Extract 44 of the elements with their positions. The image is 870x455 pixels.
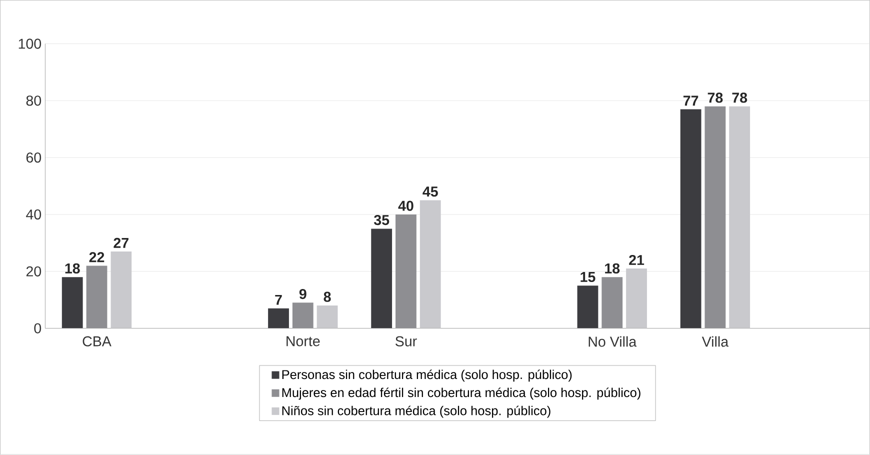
y-tick-label: 40 (26, 210, 42, 220)
x-tick-label: No Villa (588, 336, 637, 347)
data-label: 8 (324, 292, 331, 302)
y-tick-label: 80 (26, 96, 42, 106)
bar (602, 277, 623, 328)
bar (110, 252, 132, 328)
bar (729, 106, 750, 328)
bar (316, 306, 338, 328)
bar (420, 200, 441, 328)
data-label: 7 (275, 295, 282, 305)
legend-label: Niños sin cobertura médica (solo hosp. público) (282, 406, 550, 418)
y-tick-label: 0 (34, 323, 42, 334)
legend-label: Personas sin cobertura médica (solo hosp. público) (282, 370, 572, 382)
data-label: 18 (65, 263, 80, 274)
data-label: 40 (398, 200, 414, 211)
y-tick-label: 60 (26, 152, 42, 163)
data-label: 35 (374, 215, 390, 226)
x-tick-label: Sur (396, 336, 417, 346)
x-tick-label: Norte (286, 336, 320, 346)
y-tick-label: 20 (26, 266, 42, 277)
bar (626, 268, 647, 328)
y-tick-label: 100 (18, 38, 42, 49)
bar (704, 106, 726, 328)
data-label: 18 (605, 263, 620, 274)
data-label: 22 (89, 252, 104, 262)
data-label: 21 (629, 255, 644, 266)
data-label: 78 (708, 92, 723, 103)
bar (268, 308, 289, 328)
legend-label: Mujeres en edad fértil sin cobertura médica (solo hosp. público) (282, 388, 640, 400)
data-label: 78 (732, 92, 748, 103)
data-label: 45 (422, 186, 438, 197)
data-label: 27 (114, 238, 128, 248)
data-label: 15 (580, 272, 596, 282)
data-label: 9 (299, 289, 306, 300)
bar (371, 228, 392, 328)
x-tick-label: Villa (702, 336, 729, 347)
bar (292, 302, 314, 328)
bar (396, 214, 416, 328)
bar (577, 286, 598, 328)
bar (86, 266, 108, 328)
x-tick-label: CBA (82, 336, 112, 346)
bar (62, 277, 83, 328)
data-label: 77 (683, 96, 698, 106)
bar (680, 109, 702, 328)
